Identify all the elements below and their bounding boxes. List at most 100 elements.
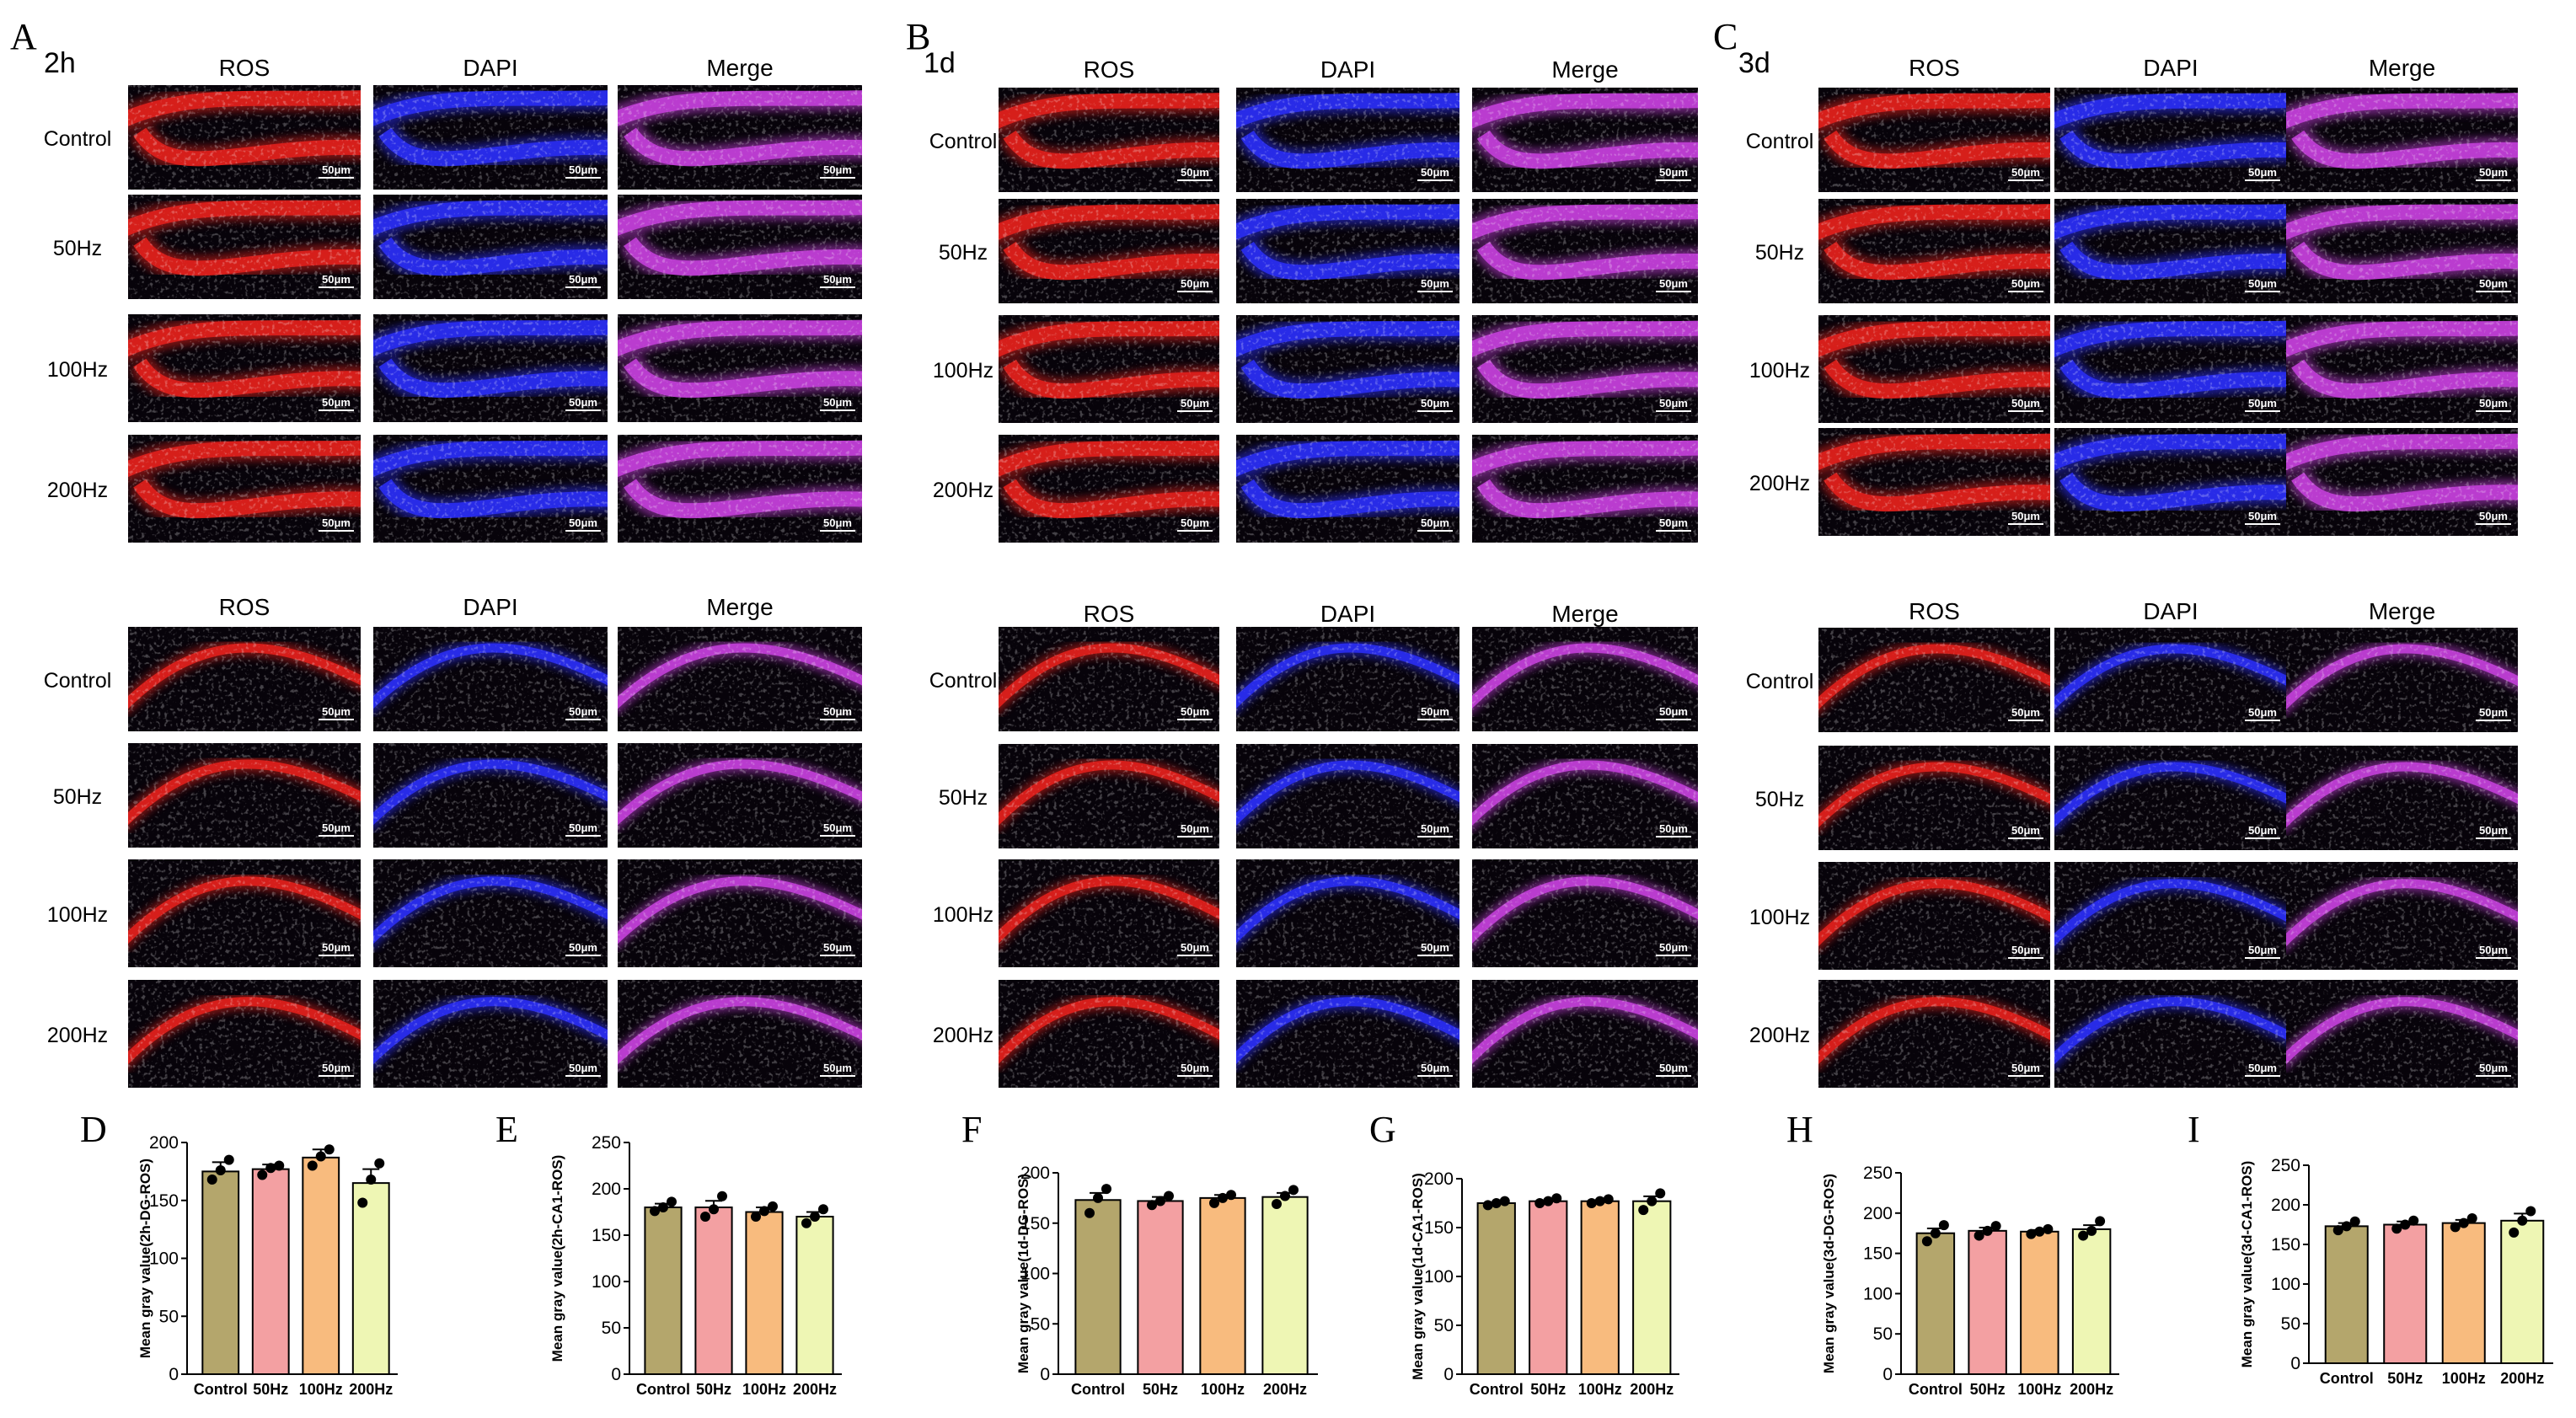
scale-bar-label: 50μm	[823, 516, 852, 529]
y-tick-label: 150	[592, 1226, 621, 1245]
data-point	[223, 1154, 234, 1165]
data-point	[700, 1212, 710, 1222]
micrograph-dg-ros-control: 50μm	[1818, 88, 2050, 192]
bar-50hz	[1968, 1229, 2007, 1376]
scale-bar-label: 50μm	[823, 163, 852, 176]
scale-bar-label: 50μm	[2479, 706, 2508, 719]
bar-200hz	[1261, 1196, 1309, 1376]
micrograph-ca1-ros-control: 50μm	[128, 627, 361, 731]
group-label: 50Hz	[53, 237, 102, 260]
data-point	[650, 1206, 660, 1217]
scale-bar-label: 50μm	[569, 163, 597, 176]
data-point	[206, 1175, 217, 1185]
data-point	[2332, 1225, 2343, 1236]
x-tick-label: 200Hz	[1630, 1381, 1674, 1398]
y-tick-label: 200	[149, 1133, 179, 1153]
chart-f: F 0 50 100 150 200 Control 50Hz 100Hz 200Hz Mean g…	[961, 1109, 1318, 1398]
data-point	[215, 1165, 226, 1175]
bar-200hz	[2500, 1219, 2545, 1365]
bar-100hz	[2441, 1222, 2486, 1364]
data-point	[1209, 1197, 1219, 1208]
scale-bar-label: 50μm	[1181, 277, 1209, 290]
scale-bar-label: 50μm	[322, 821, 351, 834]
x-tick-label: 200Hz	[2500, 1370, 2544, 1387]
data-point	[2466, 1212, 2477, 1223]
micrograph-ca1-ros-100hz: 50μm	[128, 859, 361, 967]
micrograph-dg-merge-100hz: 50μm	[1472, 315, 1698, 423]
group-label: 50Hz	[53, 785, 102, 809]
micrograph-dg-merge-50hz: 50μm	[1472, 199, 1698, 303]
scale-bar-label: 50μm	[569, 396, 597, 409]
bar-50hz	[694, 1207, 733, 1375]
scale-bar-label: 50μm	[1659, 166, 1688, 179]
micrograph-ca1-ros-200hz: 50μm	[128, 980, 361, 1088]
y-tick-label: 50	[159, 1307, 179, 1326]
micrograph-ca1-ros-100hz: 50μm	[1818, 862, 2050, 970]
x-tick-label: 100Hz	[1578, 1381, 1622, 1398]
y-tick-label: 200	[592, 1180, 621, 1199]
scale-bar-label: 50μm	[1421, 166, 1449, 179]
micrograph-dg-dapi-50hz: 50μm	[1236, 199, 1459, 303]
x-tick-label: 50Hz	[2387, 1370, 2423, 1387]
micrograph-ca1-merge-200hz: 50μm	[2286, 980, 2518, 1088]
micrograph-dg-ros-50hz: 50μm	[1818, 199, 2050, 303]
micrograph-ca1-ros-50hz: 50μm	[128, 743, 361, 848]
group-label: 100Hz	[47, 358, 108, 382]
panel-letter: A	[10, 16, 37, 57]
data-point	[2450, 1222, 2461, 1233]
micrograph-ca1-dapi-100hz: 50μm	[1236, 859, 1459, 967]
channel-header-dapi: DAPI	[2143, 55, 2198, 81]
bar-control	[1074, 1199, 1122, 1376]
micrograph-ca1-dapi-control: 50μm	[2054, 628, 2287, 732]
y-tick-label: 50	[1434, 1316, 1454, 1335]
micrograph-ca1-dapi-100hz: 50μm	[2054, 862, 2287, 970]
micrograph-dg-merge-100hz: 50μm	[618, 314, 862, 422]
x-tick-label: 200Hz	[793, 1381, 837, 1398]
y-tick-label: 50	[2281, 1314, 2300, 1334]
scale-bar-label: 50μm	[823, 396, 852, 409]
micrograph-dg-merge-200hz: 50μm	[2286, 428, 2518, 536]
panel-letter: H	[1786, 1109, 1813, 1150]
x-tick-label: 50Hz	[696, 1381, 731, 1398]
panel-c: C3d ROS DAPI Merge Control 50μm 50μm 50μm 50Hz 50…	[1713, 16, 2518, 1088]
y-tick-label: 150	[2271, 1235, 2300, 1255]
data-point	[2043, 1223, 2054, 1234]
scale-bar-label: 50μm	[322, 941, 351, 954]
scale-bar-label: 50μm	[569, 705, 597, 718]
x-tick-label: Control	[1071, 1381, 1125, 1398]
micrograph-ca1-ros-50hz: 50μm	[999, 744, 1219, 848]
micrograph-dg-ros-control: 50μm	[128, 85, 361, 190]
micrograph-dg-dapi-100hz: 50μm	[1236, 315, 1459, 423]
data-point	[717, 1191, 727, 1201]
micrograph-dg-dapi-200hz: 50μm	[1236, 435, 1459, 543]
y-tick-label: 250	[592, 1133, 621, 1153]
micrograph-dg-dapi-control: 50μm	[2054, 88, 2287, 192]
group-label: 200Hz	[47, 1024, 108, 1047]
scale-bar-label: 50μm	[1181, 705, 1209, 718]
scale-bar-label: 50μm	[569, 273, 597, 286]
data-point	[315, 1151, 326, 1162]
scale-bar-label: 50μm	[1181, 1062, 1209, 1074]
channel-header-merge: Merge	[2369, 598, 2435, 624]
scale-bar-label: 50μm	[2248, 1062, 2277, 1074]
scale-bar-label: 50μm	[2248, 397, 2277, 409]
time-label: 3d	[1738, 47, 1770, 79]
group-label: 50Hz	[1755, 241, 1804, 265]
micrograph-ca1-merge-control: 50μm	[618, 627, 862, 731]
group-label: 50Hz	[1755, 788, 1804, 811]
scale-bar-label: 50μm	[1421, 705, 1449, 718]
y-tick-label: 150	[1424, 1218, 1454, 1238]
data-point	[2400, 1219, 2411, 1230]
micrograph-ca1-dapi-50hz: 50μm	[373, 743, 608, 848]
channel-header-merge: Merge	[706, 55, 773, 81]
data-point	[2517, 1215, 2528, 1226]
scale-bar-label: 50μm	[322, 163, 351, 176]
micrograph-ca1-dapi-100hz: 50μm	[373, 859, 608, 967]
scale-bar-label: 50μm	[569, 821, 597, 834]
micrograph-ca1-merge-100hz: 50μm	[1472, 859, 1698, 967]
micrograph-dg-dapi-200hz: 50μm	[373, 435, 608, 543]
group-label: 200Hz	[1749, 1024, 1810, 1047]
y-axis-title: Mean gray value(2h-DG-ROS)	[137, 1158, 153, 1358]
x-tick-label: 200Hz	[1263, 1381, 1307, 1398]
y-tick-label: 0	[1882, 1365, 1893, 1384]
